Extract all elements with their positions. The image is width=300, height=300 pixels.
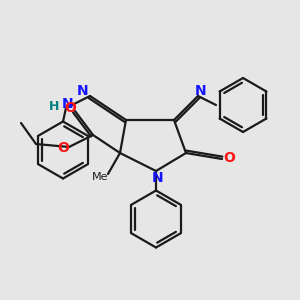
Text: H: H [49, 100, 59, 113]
Text: N: N [152, 172, 163, 185]
Text: N: N [195, 85, 207, 98]
Text: Me: Me [92, 172, 109, 182]
Text: O: O [58, 142, 70, 155]
Text: N: N [62, 97, 73, 110]
Text: O: O [64, 101, 76, 115]
Text: N: N [77, 85, 88, 98]
Text: O: O [224, 151, 236, 164]
